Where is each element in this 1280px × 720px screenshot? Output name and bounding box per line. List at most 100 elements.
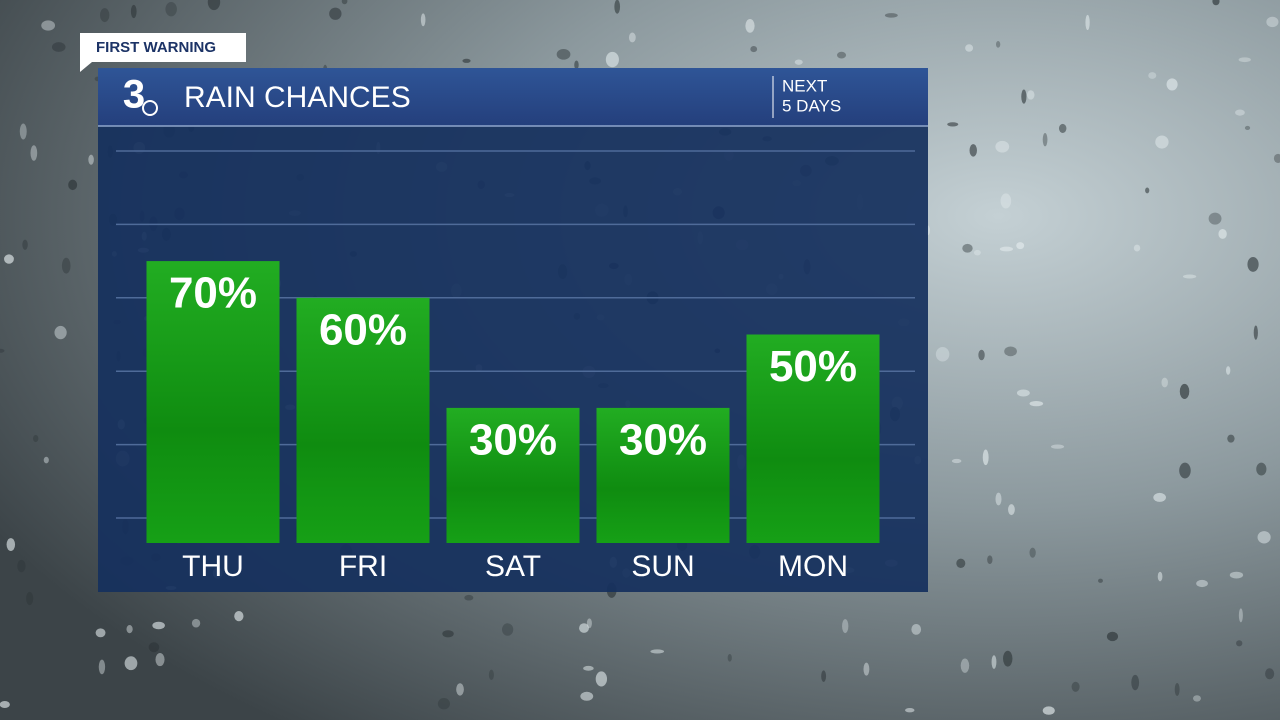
subtitle: NEXT (782, 76, 827, 95)
raindrop (462, 58, 471, 63)
raindrop (1003, 650, 1013, 667)
raindrop (1218, 228, 1227, 239)
raindrop (1085, 14, 1090, 31)
raindrop (207, 0, 221, 11)
raindrop (464, 594, 474, 601)
raindrop (1166, 78, 1178, 91)
raindrop (488, 669, 494, 681)
raindrop (43, 456, 49, 464)
raindrop (1148, 72, 1157, 79)
raindrop (1042, 706, 1055, 715)
value-label: 30% (469, 416, 557, 465)
x-tick-label: SAT (485, 550, 541, 583)
raindrop (1133, 244, 1141, 252)
badge-tail (80, 62, 92, 72)
raindrop (1042, 133, 1048, 147)
raindrop (17, 559, 26, 573)
raindrop (1016, 389, 1030, 397)
raindrop (650, 649, 665, 654)
raindrop (1266, 16, 1279, 28)
raindrop (1071, 681, 1080, 692)
raindrop (999, 246, 1014, 252)
raindrop (502, 623, 514, 636)
raindrop (1000, 193, 1012, 209)
subtitle: 5 DAYS (782, 96, 841, 115)
raindrop (995, 41, 1001, 48)
raindrop (54, 325, 67, 340)
raindrop (995, 492, 1002, 506)
bar (746, 334, 880, 543)
raindrop (456, 683, 464, 696)
badge: FIRST WARNING (96, 39, 216, 56)
raindrop (6, 538, 16, 551)
raindrop (1050, 444, 1065, 449)
raindrop (1029, 400, 1044, 407)
raindrop (1004, 346, 1017, 357)
raindrop (1008, 504, 1015, 516)
raindrop (1256, 462, 1267, 476)
raindrop (1098, 578, 1103, 583)
raindrop (1029, 547, 1036, 558)
raindrop (30, 145, 38, 161)
x-tick-label: SUN (631, 550, 694, 583)
bar (446, 407, 580, 543)
value-label: 60% (319, 305, 407, 354)
raindrop (1155, 135, 1169, 149)
raindrop (0, 348, 5, 353)
raindrop (33, 434, 39, 443)
raindrop (1016, 242, 1025, 250)
raindrop (982, 449, 989, 466)
raindrop (51, 42, 66, 52)
raindrop (1131, 674, 1140, 691)
raindrop (1238, 57, 1251, 63)
raindrop (437, 698, 451, 710)
x-tick-label: MON (778, 550, 848, 583)
raindrop (987, 555, 993, 564)
raindrop (1153, 492, 1166, 502)
raindrop (1244, 125, 1251, 131)
raindrop (935, 346, 950, 362)
raindrop (1179, 383, 1190, 400)
raindrop (329, 7, 342, 20)
raindrop (1106, 631, 1119, 642)
raindrop (88, 154, 94, 165)
raindrop (884, 13, 898, 18)
header (98, 68, 928, 126)
raindrop (1273, 153, 1280, 163)
raindrop (1058, 123, 1067, 133)
raindrop (911, 623, 922, 635)
raindrop (41, 20, 56, 31)
value-label: 50% (769, 342, 857, 391)
raindrop (1229, 571, 1244, 579)
raindrop (605, 51, 619, 68)
logo-eye (142, 100, 158, 116)
raindrop (580, 691, 594, 701)
raindrop (124, 656, 138, 671)
raindrop (1238, 608, 1243, 623)
raindrop (579, 623, 589, 633)
raindrop (148, 642, 160, 653)
raindrop (442, 630, 454, 638)
raindrop (969, 144, 977, 157)
raindrop (821, 670, 827, 682)
raindrop (991, 655, 997, 669)
bar (146, 261, 280, 543)
raindrop (960, 658, 970, 673)
raindrop (1161, 377, 1168, 388)
raindrop (4, 254, 14, 264)
raindrop (595, 671, 608, 687)
raindrop (1174, 683, 1180, 696)
raindrop (1027, 90, 1035, 100)
raindrop (1192, 695, 1201, 702)
raindrop (68, 179, 78, 191)
logo: 3 (123, 73, 145, 117)
raindrop (973, 249, 981, 256)
raindrop (951, 458, 962, 464)
raindrop (1212, 0, 1220, 6)
raindrop (1236, 640, 1243, 647)
raindrop (191, 618, 201, 628)
raindrop (1225, 366, 1231, 375)
raindrop (95, 628, 106, 638)
raindrop (100, 8, 110, 23)
raindrop (556, 48, 571, 60)
